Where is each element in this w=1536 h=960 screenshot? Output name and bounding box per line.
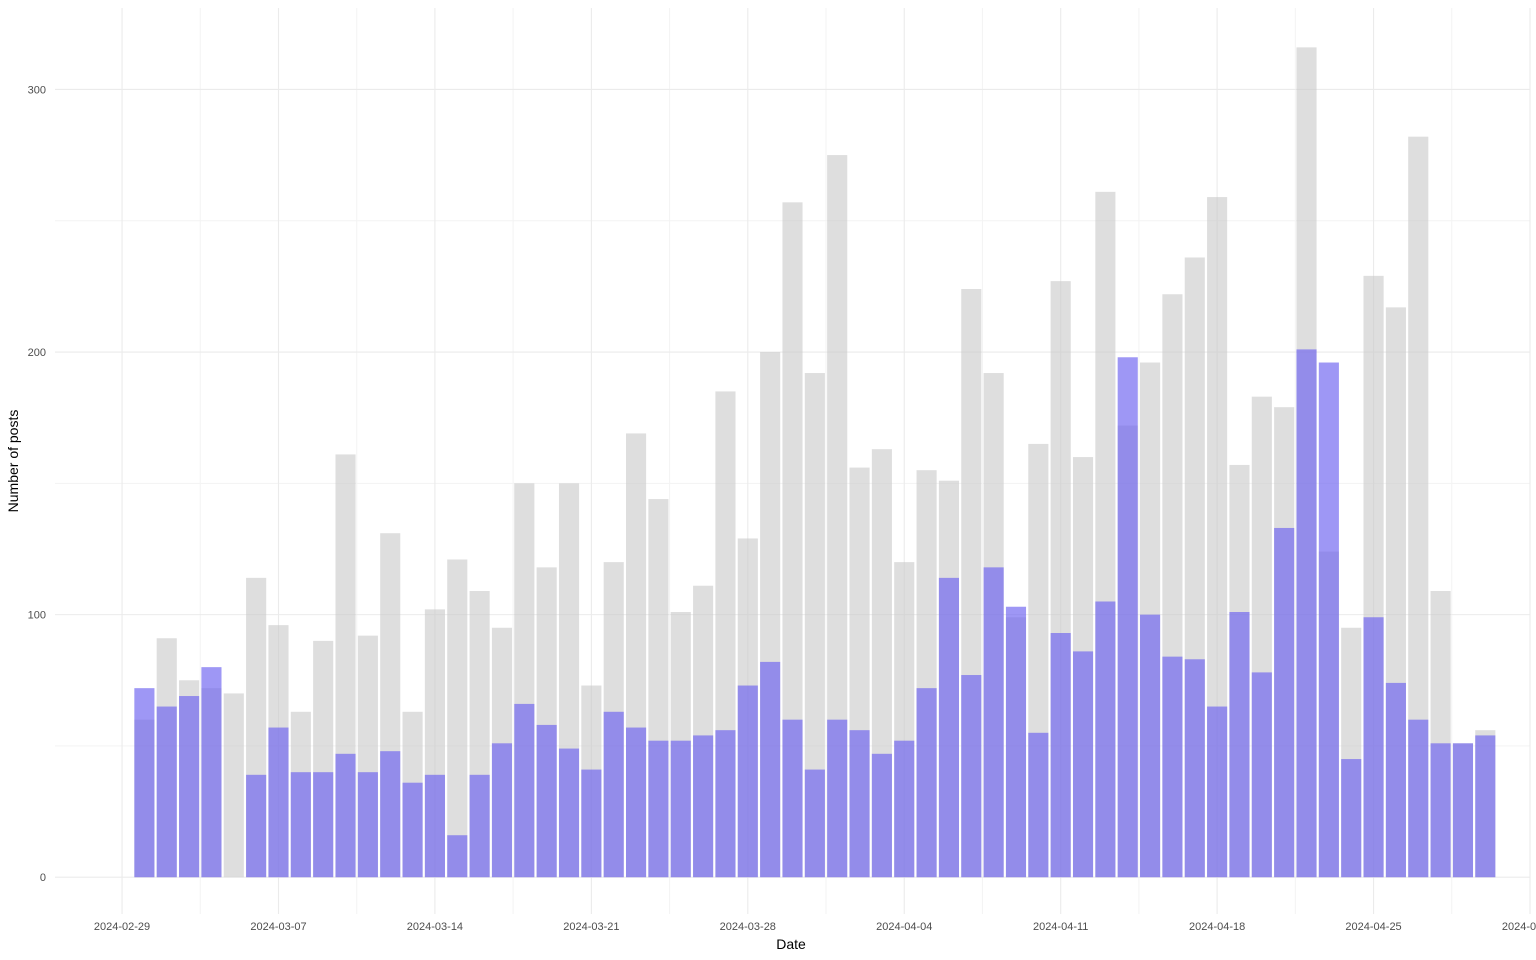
x-tick-label: 2024-02-29	[94, 921, 150, 933]
bar-subset	[1140, 614, 1161, 878]
y-axis-ticks: 0 100 200 300	[28, 84, 46, 884]
bar-subset	[1318, 362, 1339, 878]
bar-subset	[469, 774, 490, 878]
bar-subset	[581, 769, 602, 878]
bar-subset	[1475, 735, 1496, 878]
bar-subset	[246, 774, 267, 878]
bar-subset	[693, 735, 714, 878]
bar-subset	[894, 740, 915, 878]
bar-subset	[1050, 633, 1071, 878]
x-tick-label: 2024-03-28	[720, 921, 776, 933]
bar-subset	[1408, 719, 1429, 878]
x-tick-label: 2024-03-14	[407, 921, 463, 933]
bar-subset	[715, 730, 736, 878]
y-tick-label: 100	[28, 610, 46, 622]
bar-subset	[268, 727, 289, 878]
bar-subset	[670, 740, 691, 878]
bar-subset	[201, 667, 222, 878]
bar-subset	[1341, 759, 1362, 878]
y-tick-label: 200	[28, 347, 46, 359]
bar-total	[827, 155, 848, 878]
bar-subset	[1385, 682, 1406, 878]
bar-subset	[760, 661, 781, 878]
x-tick-label: 2024-04-25	[1345, 921, 1401, 933]
bar-subset	[983, 567, 1004, 878]
bar-subset	[626, 727, 647, 878]
bar-subset	[335, 753, 356, 878]
x-axis-title: Date	[776, 936, 806, 952]
bar-subset	[827, 719, 848, 878]
y-tick-label: 300	[28, 84, 46, 96]
bar-subset	[380, 751, 401, 878]
bar-subset	[1274, 527, 1295, 878]
bar-subset	[1251, 672, 1272, 878]
bar-subset	[916, 688, 937, 878]
bar-subset	[447, 835, 468, 878]
bar-subset	[290, 772, 311, 878]
bar-subset	[1229, 612, 1250, 878]
y-tick-label: 0	[40, 872, 46, 884]
bar-total	[1408, 136, 1429, 878]
x-tick-label: 2024-04-04	[876, 921, 932, 933]
bar-subset	[782, 719, 803, 878]
x-tick-label: 2024-05-02	[1502, 921, 1536, 933]
bar-subset	[536, 724, 557, 878]
bars-subset-series	[134, 349, 1496, 878]
bar-subset	[804, 769, 825, 878]
bar-subset	[1296, 349, 1317, 878]
bar-subset	[1207, 706, 1228, 878]
bar-subset	[134, 688, 155, 878]
bar-subset	[1162, 656, 1183, 878]
bar-subset	[1072, 651, 1094, 878]
y-axis-title: Number of posts	[5, 410, 21, 513]
bar-total	[223, 693, 244, 878]
bar-subset	[514, 703, 535, 878]
bar-subset	[357, 772, 378, 878]
x-tick-label: 2024-04-11	[1033, 921, 1088, 933]
bar-subset	[156, 706, 177, 878]
bar-total	[447, 559, 468, 878]
bar-subset	[1028, 732, 1049, 878]
bar-subset	[648, 740, 669, 878]
bar-subset	[491, 743, 513, 878]
bar-subset	[402, 782, 423, 878]
bar-subset	[961, 675, 982, 878]
bar-total	[804, 373, 825, 878]
bar-subset	[1005, 606, 1027, 878]
bar-subset	[849, 730, 870, 878]
bar-subset	[1117, 357, 1138, 878]
bar-subset	[1095, 601, 1116, 878]
bar-total	[782, 202, 803, 878]
bar-subset	[1452, 743, 1474, 878]
bar-subset	[1430, 743, 1451, 878]
bar-subset	[603, 711, 624, 878]
bar-subset	[558, 748, 580, 878]
x-tick-label: 2024-03-07	[250, 921, 306, 933]
bar-subset	[313, 772, 334, 878]
x-tick-label: 2024-03-21	[563, 921, 619, 933]
bar-subset	[938, 577, 959, 878]
bar-subset	[179, 696, 200, 878]
bar-subset	[1184, 659, 1205, 878]
bar-subset	[737, 685, 758, 878]
bar-subset	[871, 753, 892, 878]
bar-subset	[1363, 617, 1384, 878]
bar-subset	[424, 774, 445, 878]
x-tick-label: 2024-04-18	[1189, 921, 1245, 933]
x-axis-ticks: 2024-02-29 2024-03-07 2024-03-14 2024-03-21…	[94, 921, 1536, 933]
